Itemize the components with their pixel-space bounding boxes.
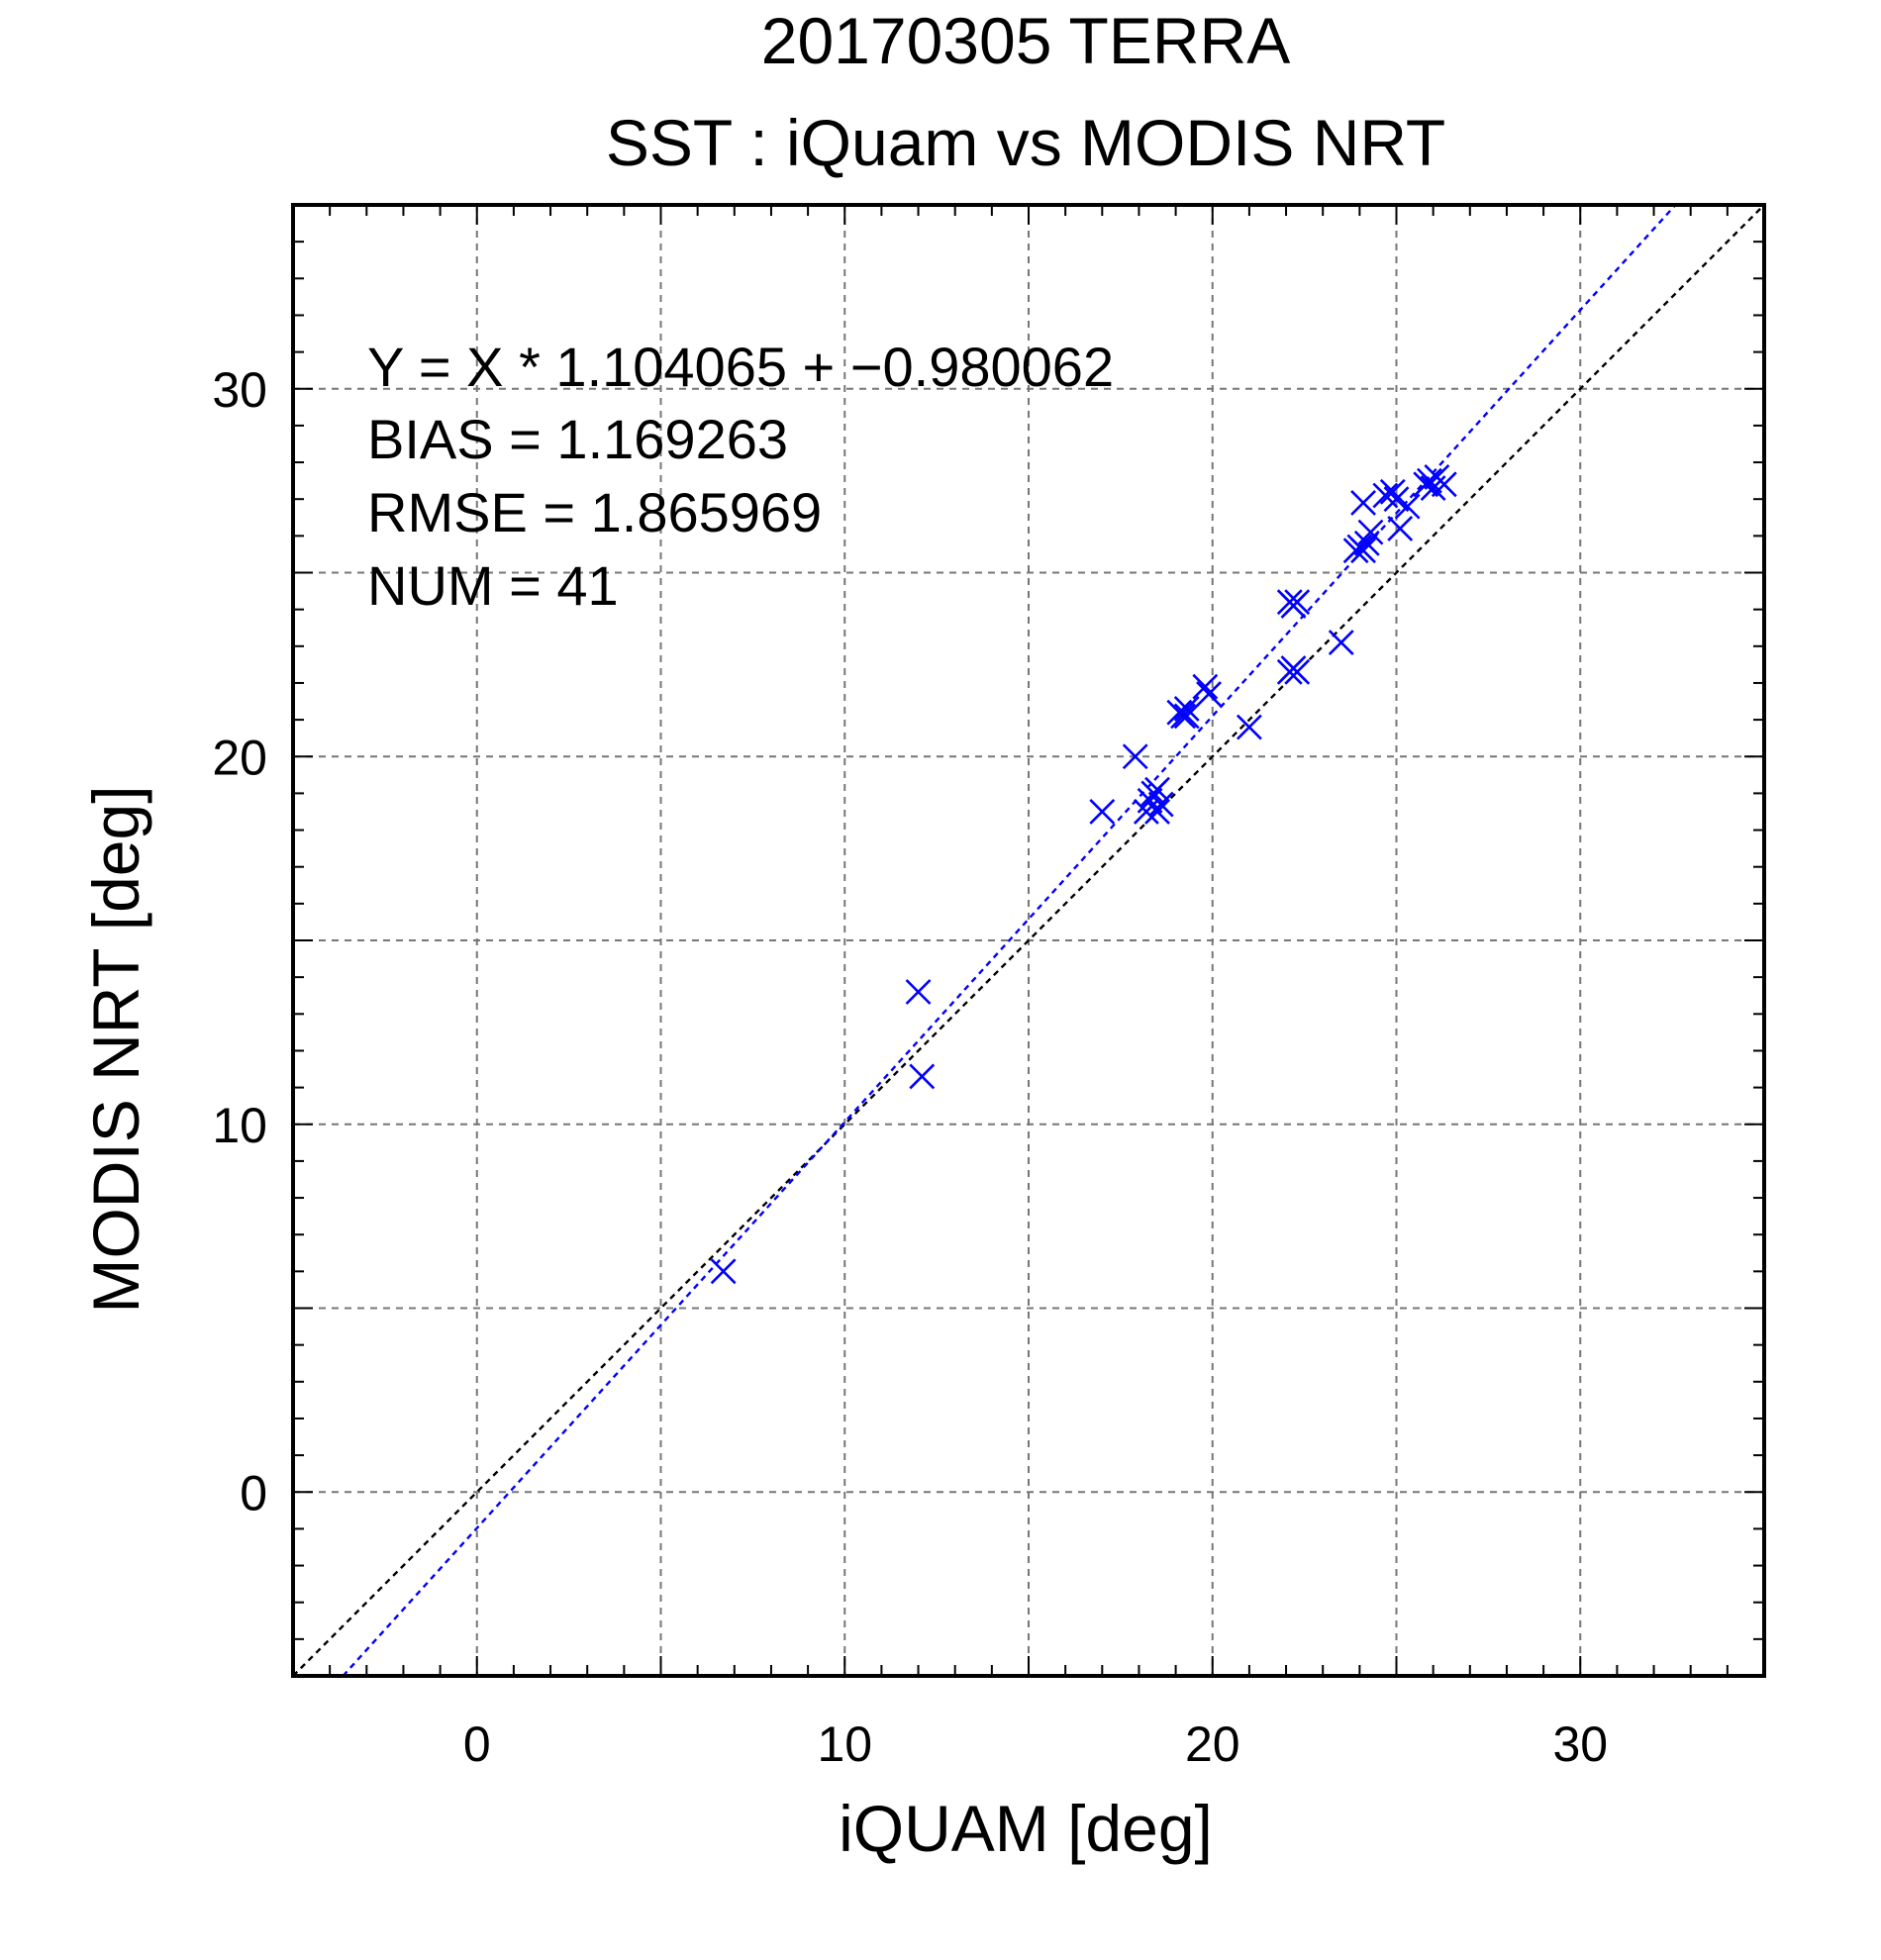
data-point	[1192, 673, 1219, 700]
data-point-stroke	[1122, 743, 1148, 770]
data-point	[1170, 703, 1196, 730]
data-point-stroke	[1394, 493, 1421, 520]
y-tick-label: 10	[212, 1098, 267, 1153]
data-point	[1357, 519, 1384, 545]
x-tick-label: 30	[1552, 1716, 1608, 1772]
data-point	[1383, 486, 1410, 513]
data-point-stroke	[1328, 630, 1354, 656]
data-point	[1196, 681, 1222, 708]
data-point-stroke	[1417, 467, 1442, 494]
data-point-stroke	[1350, 538, 1376, 564]
data-point-stroke	[1379, 478, 1406, 505]
chart-subtitle: SST : iQuam vs MODIS NRT	[606, 106, 1445, 179]
data-points	[710, 463, 1457, 1285]
data-point-stroke	[1350, 489, 1376, 516]
data-point-stroke	[1431, 471, 1457, 498]
y-tick-label: 30	[212, 362, 267, 418]
plot-frame	[291, 203, 1766, 1678]
y-tick-label: 20	[212, 730, 267, 785]
data-point	[710, 1258, 737, 1285]
data-point-stroke	[1173, 696, 1200, 722]
data-point-stroke	[1144, 776, 1170, 803]
data-point-stroke	[1170, 703, 1196, 730]
data-point-stroke	[909, 1063, 936, 1090]
bias-stat: BIAS = 1.169263	[367, 408, 788, 470]
y-tick-label: 0	[240, 1465, 267, 1520]
y-axis-label: MODIS NRT [deg]	[79, 785, 152, 1313]
data-point	[1284, 658, 1311, 685]
data-point-stroke	[1387, 516, 1414, 541]
x-tick-label: 10	[817, 1716, 872, 1772]
data-point-stroke	[710, 1258, 737, 1285]
x-axis-label: iQUAM [deg]	[839, 1792, 1213, 1865]
data-point-stroke	[1383, 486, 1410, 513]
data-point	[1394, 493, 1421, 520]
data-point	[1147, 791, 1174, 818]
data-point-stroke	[1137, 787, 1163, 814]
fit-equation: Y = X * 1.104065 + −0.980062	[367, 336, 1114, 398]
count-stat: NUM = 41	[367, 554, 619, 617]
data-point-stroke	[1173, 703, 1200, 730]
data-point	[1122, 743, 1148, 770]
data-point-stroke	[1144, 799, 1170, 825]
data-point	[905, 979, 932, 1005]
data-point	[1417, 467, 1442, 494]
tick-labels: 0 10 20 30 0 10 20 30	[212, 362, 1608, 1772]
data-point	[1328, 630, 1354, 656]
data-point	[1236, 714, 1262, 740]
chart-title: 20170305 TERRA	[761, 4, 1290, 77]
data-point-stroke	[1196, 681, 1222, 708]
data-point	[1173, 703, 1200, 730]
data-point	[909, 1063, 936, 1090]
data-point	[1089, 799, 1116, 825]
x-tick-label: 20	[1185, 1716, 1240, 1772]
data-point-stroke	[905, 979, 932, 1005]
data-point-stroke	[1372, 482, 1399, 509]
data-point	[1173, 696, 1200, 722]
x-tick-label: 0	[463, 1716, 491, 1772]
data-point-stroke	[1284, 658, 1311, 685]
data-point	[1284, 589, 1311, 616]
data-point	[1144, 799, 1170, 825]
data-point	[1431, 471, 1457, 498]
data-point-stroke	[1147, 791, 1174, 818]
data-point-stroke	[1089, 799, 1116, 825]
data-point	[1350, 538, 1376, 564]
data-point-stroke	[1192, 673, 1219, 700]
rmse-stat: RMSE = 1.865969	[367, 481, 822, 543]
data-point	[1144, 776, 1170, 803]
identity-line	[292, 204, 1765, 1677]
data-point	[1387, 516, 1414, 541]
regression-line	[342, 204, 1677, 1677]
data-point-stroke	[1357, 519, 1384, 545]
grid	[293, 205, 1764, 1676]
data-point-stroke	[1284, 589, 1311, 616]
reference-lines	[292, 204, 1765, 1677]
data-point-stroke	[1236, 714, 1262, 740]
data-point	[1350, 489, 1376, 516]
